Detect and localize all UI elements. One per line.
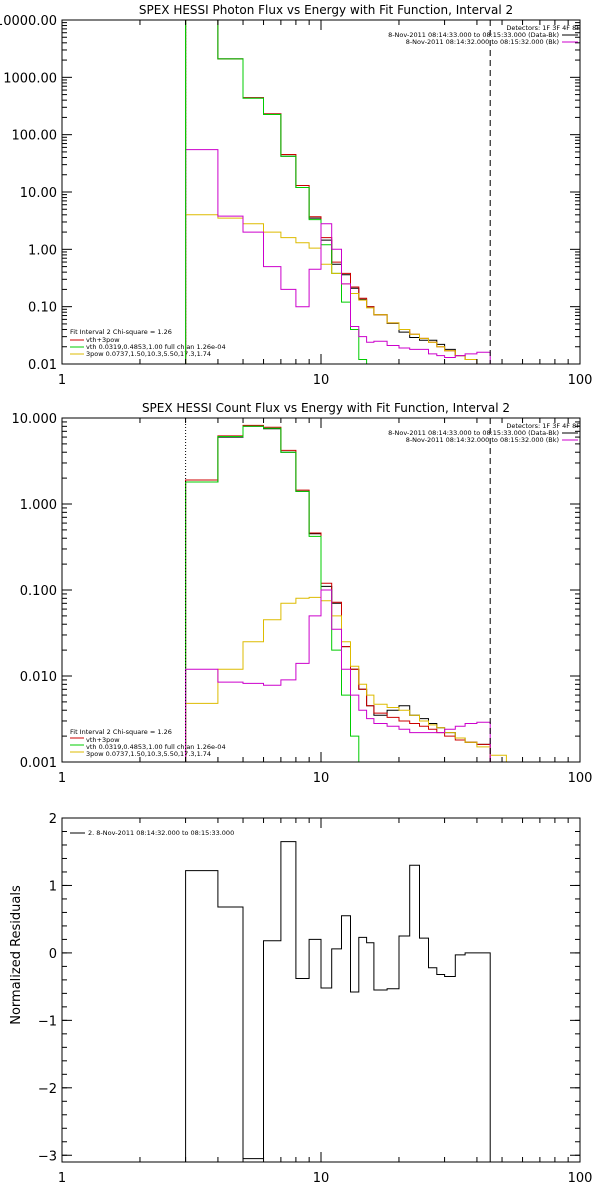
count-fit-entry-2: 3pow 0.0737,1.50,10.3,5.50,17.3,1.74: [86, 750, 211, 758]
residual-ytick-label-2: −1: [38, 1014, 57, 1029]
photon-series-3: [185, 214, 491, 364]
photon-detector-legend-0: 8-Nov-2011 08:14:33.000 to 08:15:33.000 …: [388, 31, 559, 39]
count-series-0: [185, 425, 491, 762]
residual-xtick-label-2: 100: [568, 1171, 593, 1186]
photon-fit-entry-2: 3pow 0.0737,1.50,10.3,5.50,17.3,1.74: [86, 350, 211, 358]
count-xtick-label-0: 1: [58, 771, 66, 786]
count-ytick-label-2: 0.100: [20, 584, 57, 599]
photon-fit-entry-0: vth+3pow: [86, 336, 120, 344]
photon-ytick-label-4: 100.00: [12, 129, 58, 144]
count-ytick-label-4: 10.000: [12, 412, 58, 427]
photon-axes-frame: [61, 19, 581, 365]
photon-series-0: [185, 20, 491, 364]
residual-ytick-label-5: 2: [49, 812, 57, 827]
residual-ytick-label-0: −3: [38, 1149, 57, 1164]
count-series-4: [185, 589, 491, 762]
photon-ytick-label-5: 1000.00: [3, 71, 57, 86]
residual-legend-label: 2. 8-Nov-2011 08:14:32.000 to 08:15:33.0…: [88, 829, 234, 837]
residuals-panel: 2. 8-Nov-2011 08:14:32.000 to 08:15:33.0…: [9, 812, 592, 1186]
photon-xtick-label-2: 100: [568, 373, 593, 388]
count-detector-legend-1: 8-Nov-2011 08:14:32.000 to 08:15:32.000 …: [406, 436, 559, 444]
photon-fit-entry-1: vth 0.0319,0.4853,1.00 full chian 1.26e-…: [86, 343, 226, 351]
count-ytick-label-3: 1.000: [20, 498, 57, 513]
count-flux-panel: SPEX HESSI Count Flux vs Energy with Fit…: [12, 401, 593, 786]
count-fit-entry-1: vth 0.0319,0.4853,1.00 full chian 1.26e-…: [86, 743, 226, 751]
residual-ytick-label-1: −2: [38, 1082, 57, 1097]
count-flux-title: SPEX HESSI Count Flux vs Energy with Fit…: [142, 401, 510, 415]
residual-xtick-label-0: 1: [58, 1171, 66, 1186]
residual-axes-frame: [61, 817, 581, 1163]
count-fit-header: Fit Interval 2 Chi-square = 1.26: [70, 728, 172, 736]
photon-ytick-label-2: 1.00: [28, 243, 57, 258]
count-fit-entry-0: vth+3pow: [86, 736, 120, 744]
count-ytick-label-1: 0.010: [20, 670, 57, 685]
count-series-1: [185, 424, 491, 762]
count-series-3: [185, 596, 523, 762]
count-detectors-label: Detectors: 1F 3F 4F 8F: [506, 422, 580, 430]
photon-series-1: [185, 20, 491, 364]
photon-xtick-label-1: 10: [313, 373, 330, 388]
residual-series-0: [185, 841, 491, 1162]
photon-flux-title: SPEX HESSI Photon Flux vs Energy with Fi…: [139, 3, 513, 17]
count-detector-legend-0: 8-Nov-2011 08:14:33.000 to 08:15:33.000 …: [388, 429, 559, 437]
photon-fit-header: Fit Interval 2 Chi-square = 1.26: [70, 328, 172, 336]
photon-detectors-label: Detectors: 1F 3F 4F 8F: [506, 24, 580, 32]
photon-ytick-label-6: 10000.00: [0, 14, 57, 29]
photon-series-4: [185, 149, 491, 364]
photon-ytick-label-1: 0.10: [28, 301, 57, 316]
residuals-ylabel: Normalized Residuals: [9, 885, 24, 1025]
photon-xtick-label-0: 1: [58, 373, 66, 388]
count-series-2: [185, 425, 368, 762]
residual-ytick-label-4: 1: [49, 879, 57, 894]
residual-ytick-label-3: 0: [49, 947, 57, 962]
count-xtick-label-1: 10: [313, 771, 330, 786]
photon-ytick-label-3: 10.00: [20, 186, 57, 201]
count-xtick-label-2: 100: [568, 771, 593, 786]
photon-ytick-label-0: 0.01: [28, 358, 57, 373]
count-ytick-label-0: 0.001: [20, 756, 57, 771]
residual-xtick-label-1: 10: [313, 1171, 330, 1186]
photon-detector-legend-1: 8-Nov-2011 08:14:32.000 to 08:15:32.000 …: [406, 38, 559, 46]
photon-flux-panel: SPEX HESSI Photon Flux vs Energy with Fi…: [0, 3, 593, 388]
